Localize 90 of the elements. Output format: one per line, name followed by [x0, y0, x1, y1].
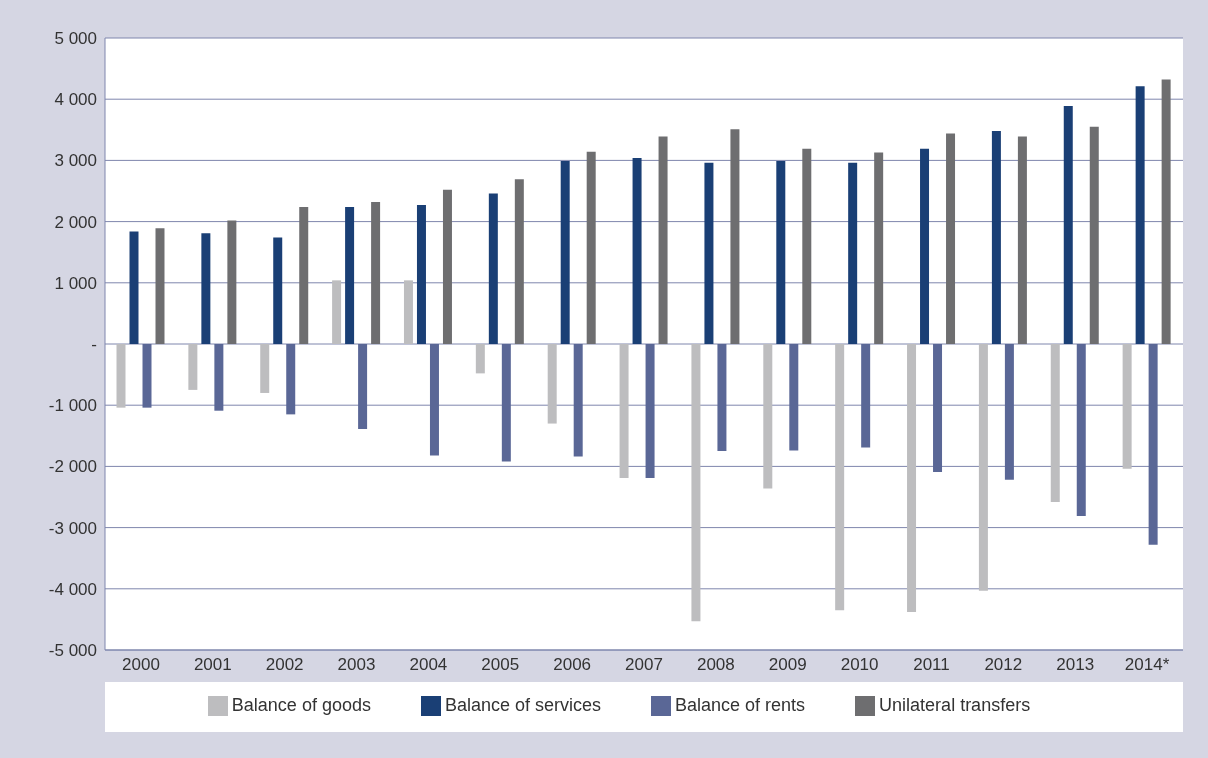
bar — [1161, 79, 1171, 344]
x-tick-label: 2000 — [122, 655, 160, 675]
bar — [403, 280, 413, 344]
bar — [848, 162, 858, 344]
bar — [214, 344, 224, 411]
bar — [978, 344, 988, 591]
bar — [1050, 344, 1060, 502]
x-tick-label: 2012 — [984, 655, 1023, 675]
bar — [1017, 136, 1027, 344]
bar — [835, 344, 845, 611]
x-tick-label: 2013 — [1056, 655, 1095, 675]
x-tick-label: 2008 — [696, 655, 735, 675]
bar — [658, 136, 668, 344]
bar — [560, 161, 570, 344]
y-tick-label: 4 000 — [54, 90, 97, 110]
bar — [991, 131, 1001, 344]
bar — [763, 344, 773, 489]
bar — [861, 344, 871, 448]
bar — [920, 148, 930, 344]
bar — [946, 133, 956, 344]
bar — [586, 151, 596, 344]
y-tick-label: -1 000 — [48, 396, 97, 416]
bar — [907, 344, 917, 613]
bar — [116, 344, 126, 408]
bar — [501, 344, 511, 462]
y-tick-label: - — [91, 335, 97, 355]
x-tick-label: 2004 — [409, 655, 448, 675]
bar — [345, 206, 355, 344]
bar — [1148, 344, 1158, 545]
x-tick-label: 2002 — [265, 655, 304, 675]
bar — [933, 344, 943, 472]
y-tick-label: 1 000 — [54, 273, 97, 293]
bar — [776, 161, 786, 344]
x-tick-label: 2001 — [193, 655, 232, 675]
bar — [514, 179, 524, 344]
bar — [619, 344, 629, 479]
bar — [632, 157, 642, 344]
x-tick-label: 2011 — [913, 655, 950, 675]
x-tick-label: 2006 — [553, 655, 592, 675]
bar — [1063, 105, 1073, 344]
legend-label: Balance of rents — [675, 695, 806, 715]
bar — [358, 344, 368, 430]
bar — [201, 233, 211, 344]
y-tick-label: -2 000 — [48, 457, 97, 477]
legend-label: Unilateral transfers — [879, 695, 1031, 715]
bar — [1076, 344, 1086, 516]
bar — [691, 344, 701, 622]
bar — [416, 205, 426, 344]
bar — [429, 344, 439, 456]
bar — [129, 231, 139, 344]
bar — [273, 237, 283, 344]
bar — [332, 280, 342, 344]
bar — [1122, 344, 1132, 469]
bar — [442, 189, 452, 344]
x-tick-label: 2014* — [1124, 655, 1170, 675]
y-tick-label: 3 000 — [54, 151, 97, 171]
bar — [1135, 86, 1145, 344]
x-tick-label: 2003 — [337, 655, 376, 675]
bar — [286, 344, 296, 415]
y-tick-label: 2 000 — [54, 212, 97, 232]
bar — [704, 162, 714, 344]
legend-label: Balance of goods — [231, 695, 371, 715]
bar — [142, 344, 152, 408]
x-tick-label: 2007 — [625, 655, 663, 675]
bar — [188, 344, 198, 390]
x-tick-label: 2009 — [768, 655, 807, 675]
bar — [260, 344, 270, 393]
bar — [573, 344, 583, 457]
x-tick-label: 2010 — [840, 655, 879, 675]
bar — [802, 148, 812, 344]
bar — [789, 344, 799, 451]
bar — [371, 202, 381, 344]
bar — [155, 228, 165, 344]
bar — [547, 344, 557, 424]
bar — [730, 129, 740, 344]
bar — [1089, 126, 1099, 344]
y-tick-label: 5 000 — [54, 29, 97, 49]
bar — [717, 344, 727, 452]
y-tick-label: -5 000 — [48, 641, 97, 661]
bar — [299, 206, 309, 344]
bar — [475, 344, 485, 374]
y-tick-label: -4 000 — [48, 579, 97, 599]
bar — [227, 220, 237, 344]
bar — [874, 152, 884, 344]
y-tick-label: -3 000 — [48, 518, 97, 538]
x-tick-label: 2005 — [481, 655, 520, 675]
legend-label: Balance of services — [444, 695, 602, 715]
bar — [488, 193, 498, 344]
bar — [1004, 344, 1014, 480]
bar — [645, 344, 655, 479]
